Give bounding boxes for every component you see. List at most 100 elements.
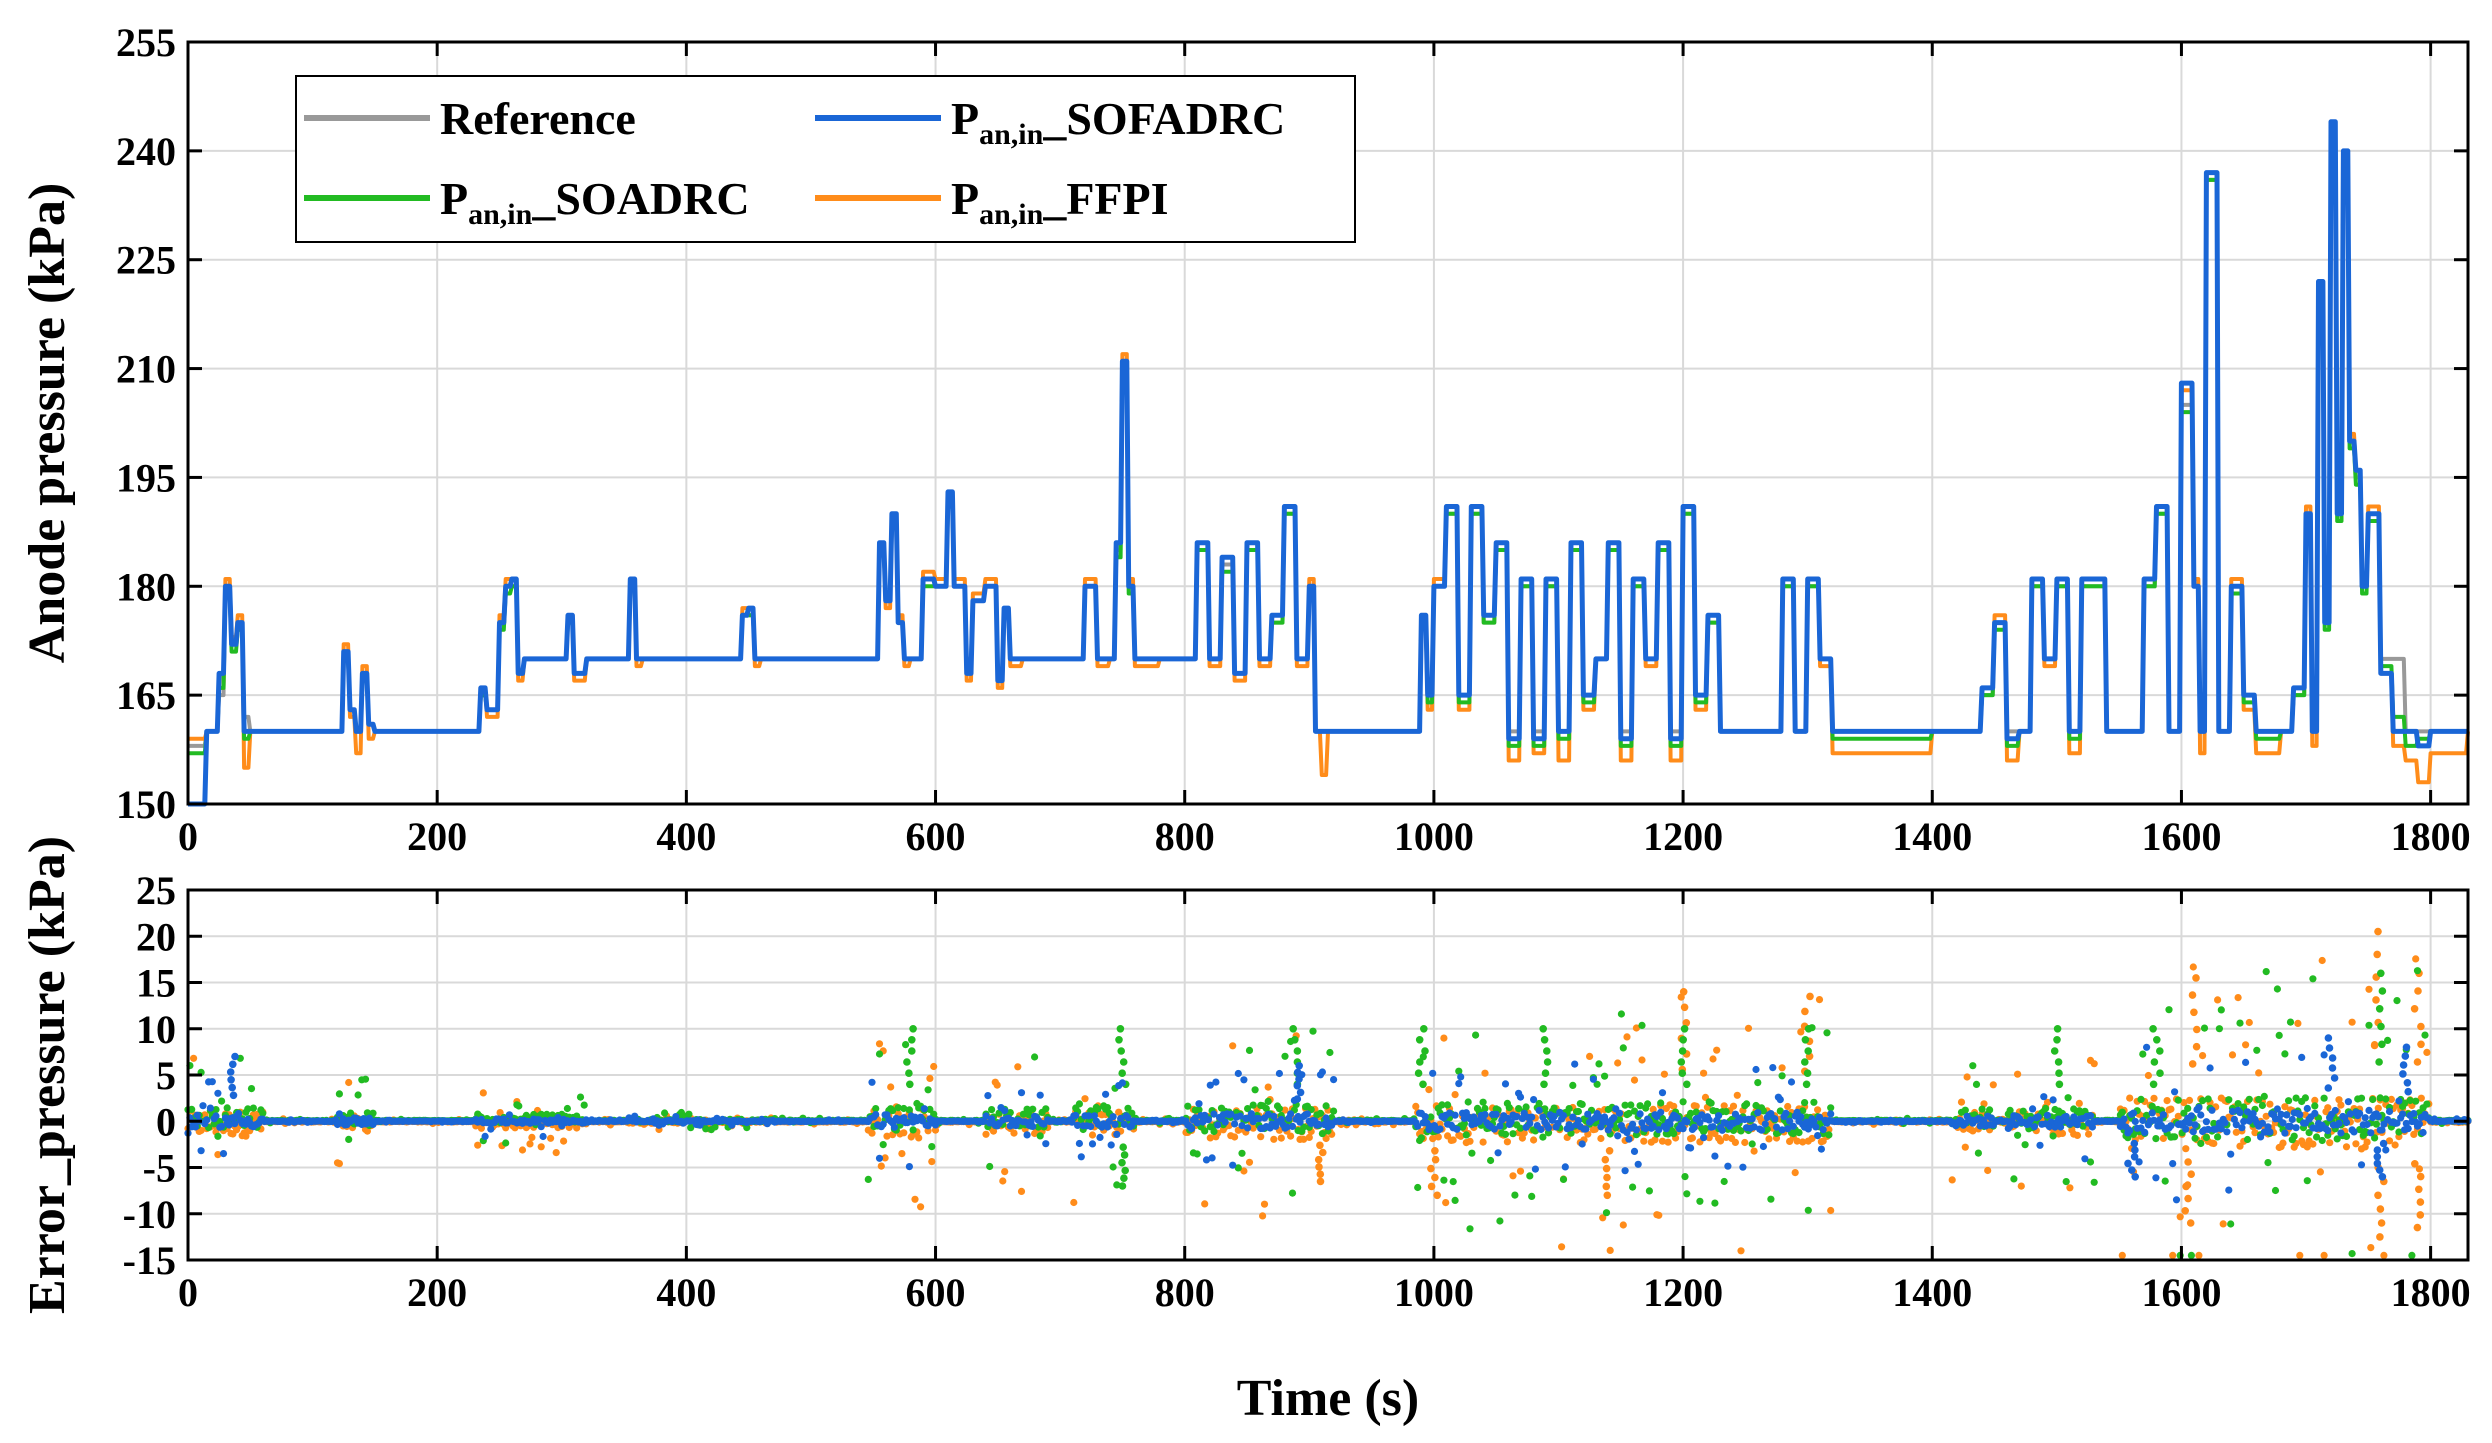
error-peak-point xyxy=(1293,1047,1302,1055)
error-point xyxy=(2215,1025,2223,1033)
error-point xyxy=(1494,1149,1502,1157)
error-point xyxy=(242,1132,250,1140)
error-point xyxy=(552,1149,560,1157)
error-point xyxy=(1664,1138,1672,1146)
error-peak-point xyxy=(1803,1069,1812,1077)
error-point xyxy=(1296,1118,1304,1126)
error-peak-point xyxy=(1682,1019,1691,1027)
bottom-ytick-label: 0 xyxy=(156,1099,176,1144)
error-point xyxy=(1827,1206,1835,1215)
error-point xyxy=(1017,1089,1026,1097)
error-point xyxy=(2139,1116,2147,1125)
error-peak-point xyxy=(1293,1068,1302,1077)
error-point xyxy=(2348,1250,2356,1258)
error-point xyxy=(1658,1114,1667,1123)
error-point xyxy=(2290,1132,2298,1140)
error-point xyxy=(2169,1160,2177,1168)
error-point xyxy=(1614,1059,1622,1067)
error-point xyxy=(2363,1120,2371,1129)
error-point xyxy=(193,1111,201,1119)
error-peak-point xyxy=(2399,1070,2407,1078)
top-ytick-label: 240 xyxy=(116,129,176,174)
error-point xyxy=(2311,1096,2319,1104)
error-peak-point xyxy=(1539,1025,1547,1033)
error-point xyxy=(496,1109,504,1117)
error-point xyxy=(1638,1056,1646,1064)
error-point xyxy=(2342,1132,2351,1140)
error-peak-point xyxy=(1678,1047,1687,1055)
error-point xyxy=(1696,1197,1704,1205)
error-peak-point xyxy=(2416,1172,2425,1181)
error-point xyxy=(1666,1120,1674,1128)
error-point xyxy=(197,1147,205,1155)
error-point xyxy=(1778,1126,1786,1134)
error-peak-point xyxy=(1316,1177,1325,1186)
error-point xyxy=(1748,1115,1756,1123)
error-peak-point xyxy=(1431,1173,1439,1182)
error-peak-point xyxy=(1119,1058,1128,1066)
error-peak-point xyxy=(2184,1194,2192,1203)
error-point xyxy=(1969,1062,1977,1070)
error-point xyxy=(1679,1125,1687,1133)
error-point xyxy=(2303,1177,2311,1185)
error-point xyxy=(1597,1134,1605,1143)
error-point xyxy=(1257,1133,1265,1141)
error-point xyxy=(2410,1110,2418,1118)
error-peak-point xyxy=(1118,1069,1126,1077)
error-point xyxy=(1720,1102,1728,1110)
bottom-xtick-label: 1400 xyxy=(1892,1270,1972,1315)
error-point xyxy=(2169,1251,2177,1259)
error-point xyxy=(887,1083,895,1091)
error-point xyxy=(1429,1069,1437,1077)
error-point xyxy=(1636,1110,1644,1118)
error-point xyxy=(1081,1095,1089,1103)
error-point xyxy=(1094,1105,1102,1113)
error-point xyxy=(2171,1088,2179,1096)
error-point xyxy=(1522,1103,1530,1111)
error-point xyxy=(2309,1140,2317,1148)
error-peak-point xyxy=(2324,1084,2333,1092)
error-point xyxy=(1479,1098,1487,1106)
error-point xyxy=(2320,1251,2328,1259)
error-point xyxy=(2021,1141,2029,1149)
error-point xyxy=(212,1112,220,1120)
error-point xyxy=(1029,1105,1037,1113)
error-point xyxy=(1244,1124,1252,1132)
error-point xyxy=(2126,1126,2134,1135)
error-point xyxy=(924,1127,932,1135)
error-point xyxy=(1720,1177,1728,1186)
error-peak-point xyxy=(1540,1080,1548,1089)
error-point xyxy=(2221,1119,2229,1127)
error-point xyxy=(1023,1131,1031,1139)
error-peak-point xyxy=(2190,1008,2198,1017)
error-point xyxy=(1330,1076,1338,1084)
error-point xyxy=(1724,1162,1732,1170)
error-point xyxy=(1550,1104,1558,1112)
error-point xyxy=(1440,1176,1448,1184)
error-point xyxy=(1750,1147,1758,1155)
error-point xyxy=(1750,1123,1758,1131)
error-point xyxy=(1758,1126,1766,1134)
error-point xyxy=(2423,1100,2431,1108)
error-point xyxy=(1206,1081,1214,1089)
error-point xyxy=(1737,1127,1745,1135)
error-point xyxy=(1739,1163,1747,1171)
error-point xyxy=(1417,1134,1425,1142)
bottom-xtick-label: 1800 xyxy=(2391,1270,2471,1315)
error-point xyxy=(1621,1101,1629,1109)
error-point xyxy=(1501,1080,1510,1088)
error-point xyxy=(208,1078,216,1086)
error-point xyxy=(1737,1247,1745,1255)
error-point xyxy=(1201,1127,1209,1135)
error-peak-point xyxy=(2055,1080,2064,1089)
error-point xyxy=(1687,1144,1695,1152)
error-point xyxy=(1507,1118,1515,1126)
error-point xyxy=(2090,1060,2098,1068)
error-point xyxy=(2309,975,2317,983)
error-point xyxy=(335,1090,343,1098)
error-point xyxy=(1109,1163,1117,1171)
error-point xyxy=(1472,1031,1480,1039)
error-point xyxy=(2296,1251,2304,1259)
error-point xyxy=(2141,1128,2149,1136)
error-point xyxy=(535,1116,543,1124)
